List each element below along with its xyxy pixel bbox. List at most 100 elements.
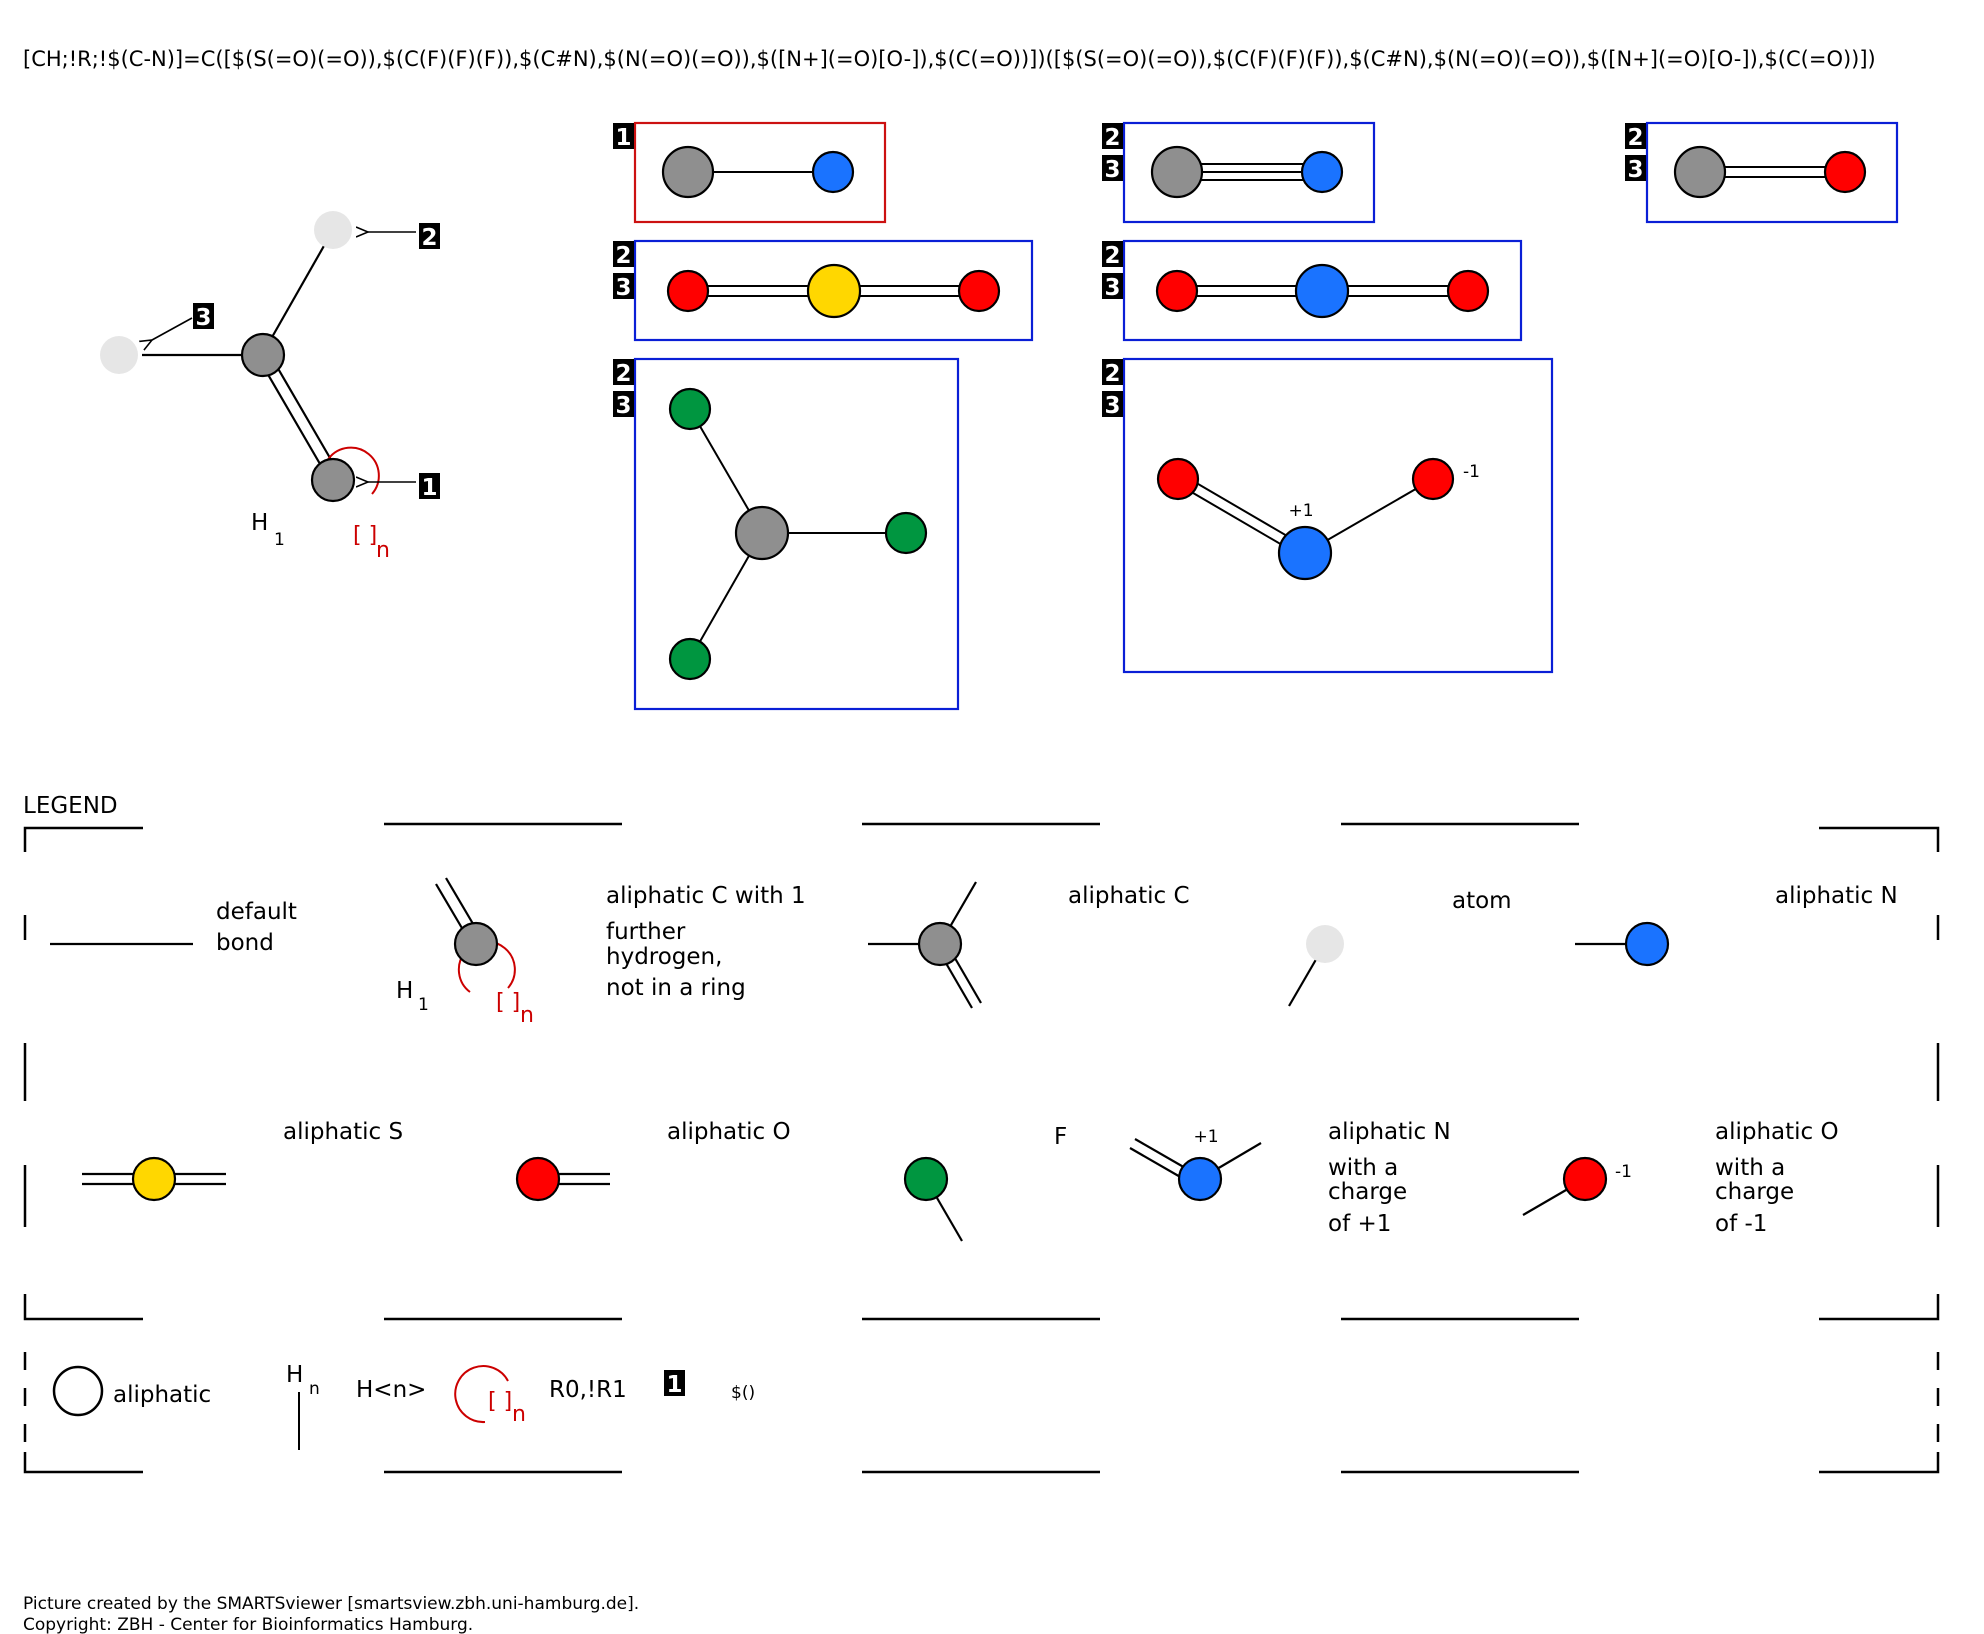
svg-text:aliphatic C: aliphatic C — [1068, 883, 1190, 909]
svg-text:3: 3 — [1104, 157, 1120, 183]
svg-text:aliphatic N: aliphatic N — [1775, 883, 1898, 909]
ring-label: [ ] — [353, 523, 377, 548]
legend-aliphatic-s: aliphatic S — [82, 1119, 403, 1202]
footer-line-2: Copyright: ZBH - Center for Bioinformati… — [23, 1615, 473, 1634]
svg-text:of +1: of +1 — [1328, 1211, 1391, 1237]
nitrogen-atom — [1300, 150, 1344, 194]
charge-plus: +1 — [1288, 501, 1313, 521]
svg-text:bond: bond — [216, 930, 274, 956]
legend-hn: H n H<n> — [286, 1362, 426, 1450]
svg-text:3: 3 — [1104, 393, 1120, 419]
legend-aliphatic-n: aliphatic N — [1575, 883, 1898, 967]
group-nitro: 2 3 — [1102, 239, 1523, 342]
footer-line-1: Picture created by the SMARTSviewer [sma… — [23, 1594, 639, 1614]
legend-title: LEGEND — [23, 793, 118, 819]
svg-text:3: 3 — [615, 275, 631, 301]
svg-text:3: 3 — [1104, 275, 1120, 301]
legend-aliphatic-o: aliphatic O — [515, 1119, 791, 1202]
svg-text:1: 1 — [418, 995, 429, 1015]
svg-text:aliphatic S: aliphatic S — [283, 1119, 403, 1145]
legend: LEGEND — [23, 793, 1940, 1474]
svg-text:3: 3 — [195, 305, 211, 331]
svg-text:n: n — [520, 1003, 534, 1028]
svg-text:with a: with a — [1328, 1155, 1398, 1181]
legend-badge: 1 $() — [664, 1370, 755, 1403]
group-not-c-n: 1 — [613, 121, 887, 224]
oxygen-atom — [1155, 269, 1199, 313]
carbon-atom — [734, 505, 790, 561]
group-nitro-charged: 2 3 +1 -1 — [1102, 357, 1554, 674]
oxygen-atom — [957, 269, 1001, 313]
legend-aliphatic-c-h1: H 1 [ ] n aliphatic C with 1 further hyd… — [396, 877, 806, 1028]
svg-text:1: 1 — [666, 1372, 682, 1398]
sulfur-atom — [806, 263, 862, 319]
svg-text:2: 2 — [421, 225, 437, 251]
svg-text:aliphatic: aliphatic — [113, 1382, 211, 1408]
carbon-atom — [661, 145, 715, 199]
oxygen-atom — [1156, 457, 1200, 501]
svg-text:atom: atom — [1452, 888, 1512, 914]
svg-text:R0,!R1: R0,!R1 — [549, 1377, 627, 1403]
legend-aliphatic: aliphatic — [52, 1365, 211, 1417]
fluorine-atom — [668, 637, 712, 681]
carbon-atom — [1150, 145, 1204, 199]
svg-text:$(): $() — [731, 1383, 755, 1403]
legend-fluorine: F — [903, 1124, 1067, 1242]
svg-text:H: H — [396, 978, 413, 1004]
svg-text:F: F — [1054, 1124, 1067, 1150]
svg-text:1: 1 — [615, 125, 631, 151]
any-atom-2 — [314, 211, 352, 249]
ring-sub: n — [376, 538, 390, 563]
fluorine-atom — [884, 511, 928, 555]
nitrogen-atom — [1277, 525, 1333, 581]
legend-atom: atom — [1288, 888, 1512, 1007]
nitrogen-atom — [1294, 263, 1350, 319]
carbon-atom-1 — [310, 457, 356, 503]
svg-text:3: 3 — [615, 393, 631, 419]
oxygen-atom — [666, 269, 710, 313]
svg-text:charge: charge — [1715, 1179, 1794, 1205]
arrow-3 — [152, 317, 193, 340]
svg-text:2: 2 — [615, 361, 631, 387]
svg-text:H<n>: H<n> — [356, 1377, 426, 1403]
svg-text:3: 3 — [1627, 157, 1643, 183]
svg-text:aliphatic O: aliphatic O — [1715, 1119, 1839, 1145]
legend-o-minus: -1 aliphatic O with a charge of -1 — [1522, 1119, 1839, 1237]
svg-text:2: 2 — [1627, 125, 1643, 151]
oxygen-atom — [1823, 150, 1867, 194]
legend-default-bond: default bond — [50, 899, 297, 956]
any-atom-3 — [100, 336, 138, 374]
svg-text:[ ]: [ ] — [496, 990, 520, 1015]
smarts-string: [CH;!R;!$(C-N)]=C([$(S(=O)(=O)),$(C(F)(F… — [23, 47, 1876, 71]
svg-text:n: n — [309, 1379, 320, 1399]
svg-text:+1: +1 — [1193, 1127, 1218, 1147]
svg-text:charge: charge — [1328, 1179, 1407, 1205]
legend-n-plus: +1 aliphatic N with a charge of +1 — [1129, 1119, 1451, 1237]
svg-text:default: default — [216, 899, 297, 925]
group-sulfonyl: 2 3 — [613, 239, 1034, 342]
nitrogen-atom — [811, 150, 855, 194]
oxygen-atom — [1446, 269, 1490, 313]
svg-text:[ ]: [ ] — [488, 1389, 512, 1414]
svg-text:aliphatic N: aliphatic N — [1328, 1119, 1451, 1145]
svg-text:of -1: of -1 — [1715, 1211, 1767, 1237]
group-trifluoromethyl: 2 3 — [613, 357, 960, 711]
carbon-atom-central — [240, 332, 286, 378]
main-molecule: H 1 [ ] n 2 3 1 — [100, 211, 440, 563]
svg-text:1: 1 — [421, 475, 437, 501]
legend-ring: [ ] n R0,!R1 — [454, 1365, 627, 1427]
badge-1: 1 — [419, 473, 440, 501]
legend-aliphatic-c: aliphatic C — [868, 881, 1190, 1009]
hydrogen-count: 1 — [274, 530, 285, 550]
group-carbonyl: 2 3 — [1625, 121, 1899, 224]
svg-text:2: 2 — [1104, 361, 1120, 387]
svg-text:2: 2 — [1104, 243, 1120, 269]
svg-text:-1: -1 — [1615, 1162, 1632, 1182]
badge-2: 2 — [419, 223, 440, 251]
svg-text:n: n — [512, 1402, 526, 1427]
svg-text:2: 2 — [1104, 125, 1120, 151]
svg-text:H: H — [286, 1362, 303, 1388]
svg-text:not in a ring: not in a ring — [606, 975, 746, 1001]
svg-text:aliphatic C with 1: aliphatic C with 1 — [606, 883, 806, 909]
